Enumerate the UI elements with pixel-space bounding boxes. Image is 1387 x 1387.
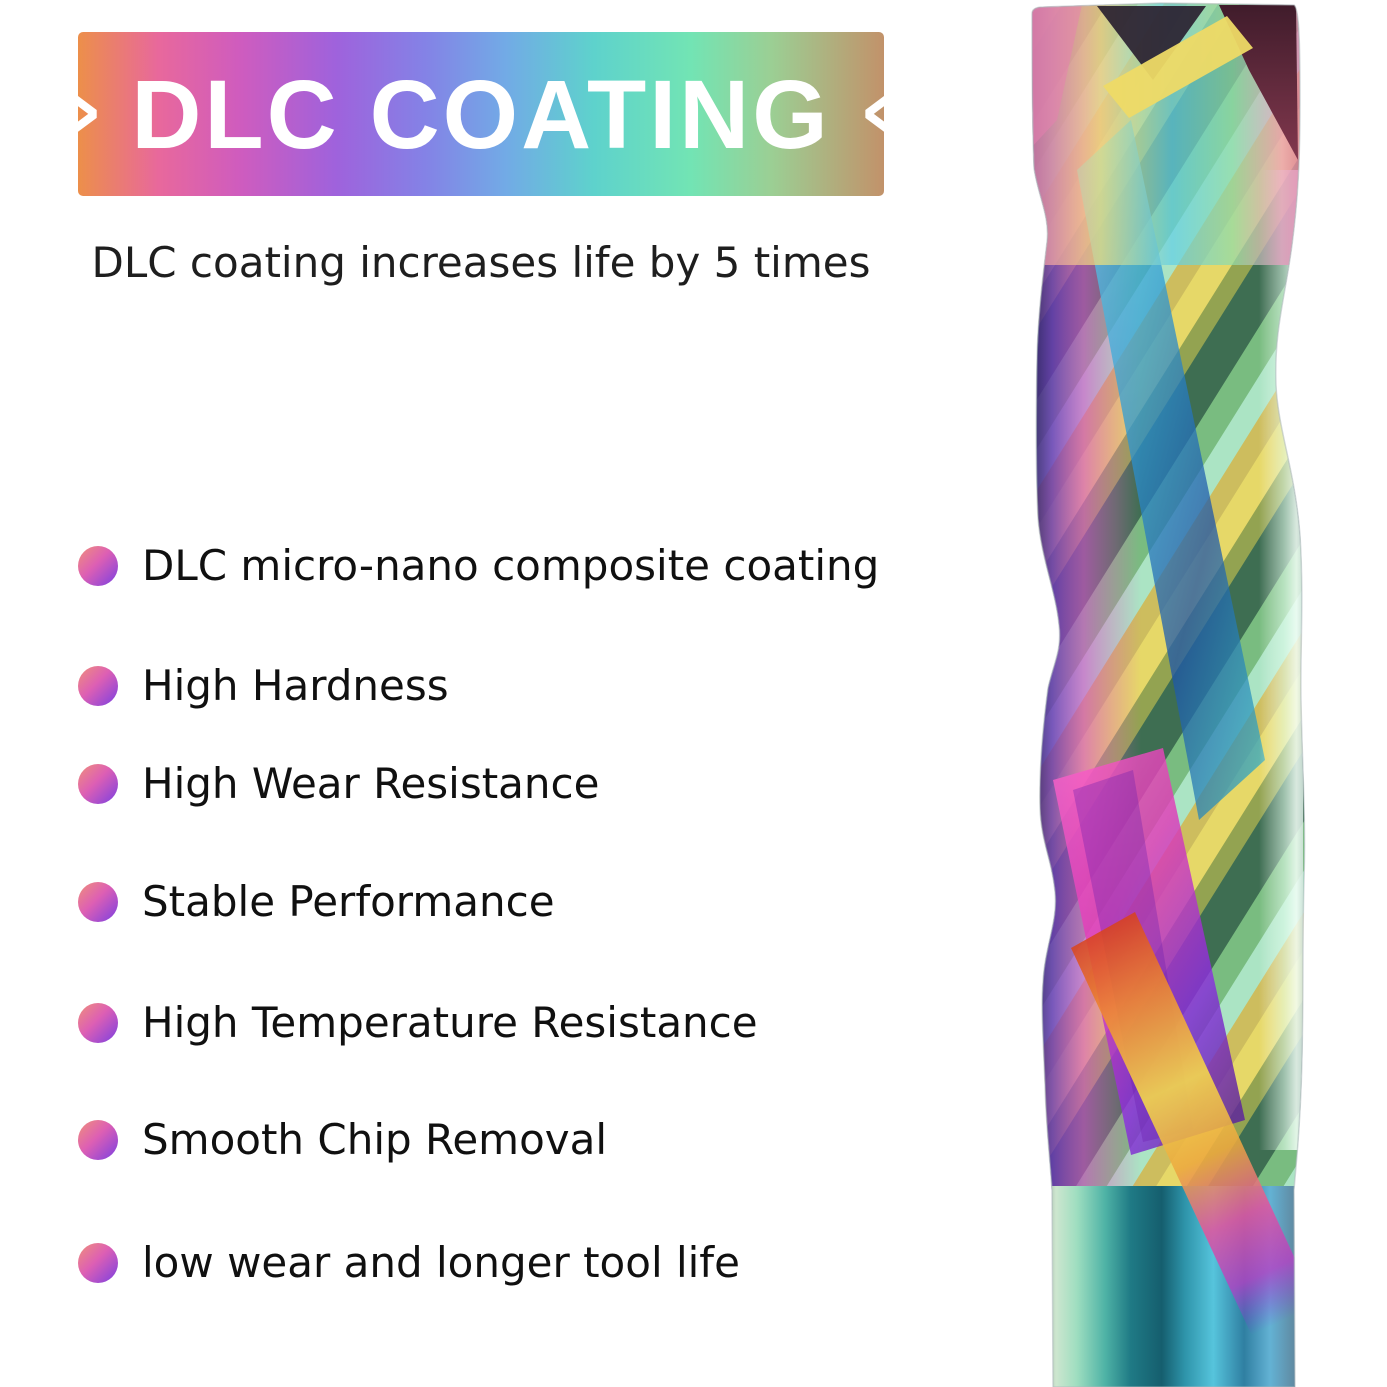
bullet-icon [78, 1003, 118, 1044]
bullet-icon [78, 764, 118, 805]
feature-item: High Hardness [78, 661, 449, 710]
bullet-icon [78, 666, 118, 707]
feature-item: DLC micro-nano composite coating [78, 541, 880, 590]
tool-outline [1031, 2, 1306, 1387]
feature-label: High Temperature Resistance [142, 998, 758, 1047]
double-chevron-left-icon: « [858, 60, 915, 160]
bullet-icon [78, 546, 118, 587]
bullet-icon [78, 1120, 118, 1161]
feature-item: High Temperature Resistance [78, 998, 758, 1047]
feature-item: low wear and longer tool life [78, 1238, 740, 1287]
shank-section [1043, 912, 1305, 1387]
feature-label: Stable Performance [142, 877, 555, 926]
double-chevron-right-icon: » [47, 60, 104, 160]
feature-item: Stable Performance [78, 877, 555, 926]
feature-item: Smooth Chip Removal [78, 1115, 608, 1164]
product-photo-end-mill [1031, 2, 1306, 1387]
cutting-head [1032, 3, 1304, 265]
banner: » DLC COATING « [48, 32, 914, 196]
bullet-icon [78, 882, 118, 923]
feature-label: low wear and longer tool life [142, 1238, 740, 1287]
feature-label: DLC micro-nano composite coating [142, 541, 880, 590]
rainbow-streak [1071, 912, 1305, 1338]
feature-item: High Wear Resistance [78, 759, 600, 808]
bullet-icon [78, 1243, 118, 1284]
banner-title: DLC COATING [131, 59, 831, 169]
feature-label: Smooth Chip Removal [142, 1115, 608, 1164]
feature-label: High Hardness [142, 661, 449, 710]
subtitle: DLC coating increases life by 5 times [91, 238, 871, 287]
feature-label: High Wear Resistance [142, 759, 600, 808]
